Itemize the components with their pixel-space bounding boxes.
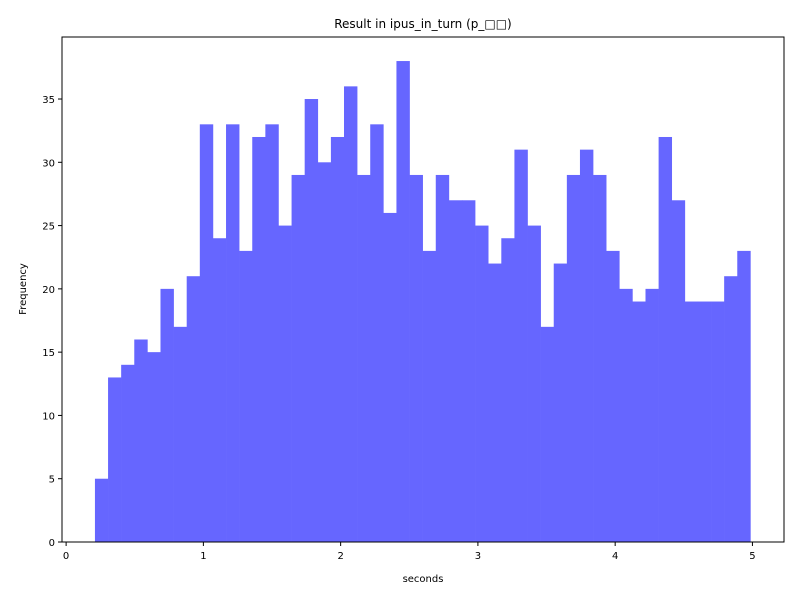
histogram-bar [645, 288, 659, 542]
histogram-bar [121, 364, 135, 542]
histogram-bar [579, 149, 594, 542]
histogram-bar [566, 174, 581, 542]
histogram-bar [199, 124, 214, 543]
histogram-bar [330, 136, 345, 542]
histogram-bar [226, 124, 240, 543]
histogram-bar [370, 124, 384, 543]
bars-group [94, 61, 751, 543]
histogram-bar [448, 200, 463, 542]
y-tick-label: 20 [42, 285, 55, 296]
histogram-bar [134, 339, 148, 542]
y-tick-label: 10 [42, 411, 55, 422]
histogram-bar [409, 174, 423, 542]
histogram-bar [711, 301, 725, 542]
histogram-bar [501, 238, 515, 542]
y-tick-label: 5 [49, 475, 55, 486]
histogram-bar [684, 301, 699, 542]
histogram-bar [173, 326, 188, 542]
histogram-bar [147, 352, 161, 542]
histogram-bar [212, 238, 227, 542]
histogram-bar [108, 377, 122, 542]
histogram-bar [527, 225, 541, 542]
x-tick-label: 5 [749, 551, 755, 562]
y-tick-label: 30 [42, 158, 55, 169]
x-axis-label: seconds [403, 574, 444, 585]
y-tick-label: 25 [42, 222, 55, 233]
histogram-bar [619, 288, 633, 542]
histogram-bar [160, 288, 174, 542]
histogram-bar [252, 136, 266, 542]
x-axis-ticks: 0 1 2 3 4 5 [63, 542, 756, 562]
histogram-bar [396, 61, 410, 543]
histogram-bar [344, 86, 358, 542]
y-tick-label: 0 [49, 538, 55, 549]
histogram-bar [94, 478, 109, 542]
histogram-bar [357, 174, 371, 542]
y-tick-label: 35 [42, 95, 55, 106]
histogram-bar [475, 225, 489, 542]
y-axis-label: Frequency [18, 263, 29, 315]
histogram-bar [317, 162, 332, 542]
histogram-bar [724, 276, 738, 542]
histogram-bar [304, 99, 319, 542]
histogram-bar [540, 326, 555, 542]
histogram-bar [278, 225, 292, 542]
x-tick-label: 2 [337, 551, 343, 562]
plot-frame [61, 36, 785, 543]
histogram-bar [422, 250, 437, 542]
x-tick-label: 1 [200, 551, 206, 562]
y-tick-label: 15 [42, 348, 55, 359]
histogram-bar [606, 250, 620, 542]
histogram-bar [239, 250, 253, 542]
x-tick-label: 3 [475, 551, 481, 562]
histogram-bar [514, 149, 528, 542]
histogram-bar [553, 263, 568, 542]
y-axis-ticks: 0 5 10 15 20 25 30 35 [42, 95, 62, 549]
histogram-bar [383, 212, 397, 543]
histogram-bar [593, 174, 607, 542]
histogram-bar [488, 263, 502, 542]
histogram-bar [461, 200, 476, 542]
x-tick-label: 0 [63, 551, 69, 562]
histogram-bar [435, 174, 450, 542]
histogram-bar [737, 250, 751, 542]
x-tick-label: 4 [612, 551, 618, 562]
histogram-bar [697, 301, 712, 542]
histogram-bar [658, 136, 673, 542]
histogram-bar [291, 174, 305, 542]
chart-title: Result in ipus_in_turn (p_□□) [334, 17, 512, 31]
histogram-bar [632, 301, 646, 542]
histogram-bar [186, 276, 201, 542]
histogram-bar [671, 200, 686, 542]
histogram-bar [265, 124, 279, 543]
